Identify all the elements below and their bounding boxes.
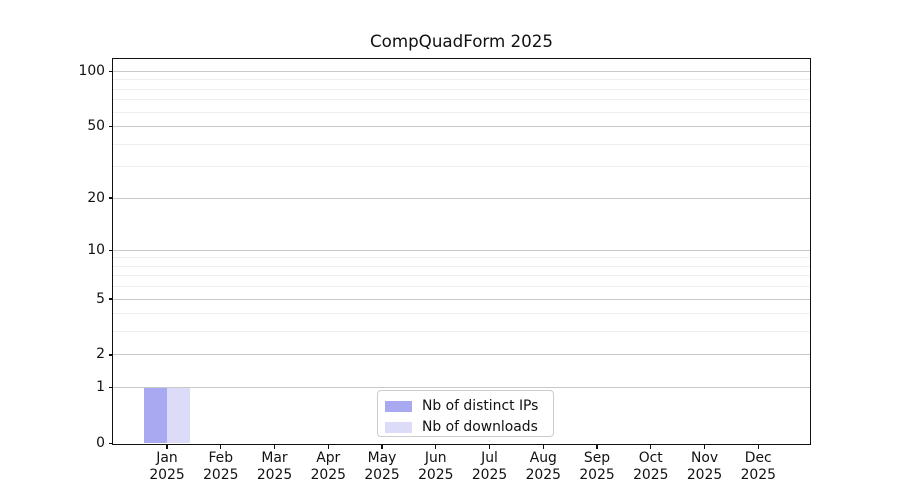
- y-tick-mark-100: [108, 70, 113, 73]
- y-tick-label-5: 5: [96, 290, 105, 307]
- x-tick-text: 2025: [579, 466, 615, 483]
- y-tick-label-0: 0: [96, 435, 105, 451]
- x-tick-label-jul-2025: Jul 2025: [450, 450, 530, 483]
- major-gridline-y-2: [113, 354, 810, 356]
- major-gridline-y-5: [113, 298, 810, 300]
- x-tick-label-jun-2025: Jun 2025: [396, 450, 476, 483]
- minor-gridline-y-9: [113, 257, 810, 259]
- x-tick-text: May: [367, 450, 397, 466]
- x-tick-mark-may-2025: [381, 444, 383, 449]
- y-tick-label-1: 1: [96, 379, 105, 396]
- x-tick-mark-nov-2025: [703, 444, 706, 449]
- minor-gridline-y-90: [113, 79, 810, 81]
- major-gridline-y-1: [113, 387, 810, 389]
- x-tick-label-sep-2025: Sep 2025: [557, 450, 637, 483]
- minor-gridline-y-3: [113, 331, 810, 333]
- y-tick-mark-10: [108, 249, 113, 251]
- x-tick-text: 2025: [310, 466, 346, 483]
- y-tick-label-100: 100: [78, 63, 105, 80]
- x-tick-text: 2025: [203, 466, 239, 483]
- x-tick-label-oct-2025: Oct 2025: [611, 450, 691, 483]
- minor-gridline-y-70: [113, 99, 810, 101]
- x-tick-text: Sep: [583, 450, 611, 466]
- x-tick-label-apr-2025: Apr 2025: [288, 450, 368, 483]
- minor-gridline-y-8: [113, 265, 810, 267]
- x-tick-mark-dec-2025: [757, 444, 759, 449]
- x-tick-mark-jan-2025: [166, 444, 168, 449]
- y-tick-mark-50: [108, 125, 113, 128]
- x-tick-text: Jan: [156, 450, 178, 466]
- x-tick-mark-sep-2025: [596, 444, 598, 449]
- x-tick-text: 2025: [471, 466, 508, 483]
- x-tick-mark-jul-2025: [488, 444, 491, 449]
- y-tick-mark-20: [108, 197, 113, 199]
- major-gridline-y-50: [113, 126, 810, 128]
- x-tick-mark-jun-2025: [435, 444, 437, 449]
- x-tick-text: 2025: [686, 466, 723, 483]
- minor-gridline-y-7: [113, 275, 810, 277]
- x-tick-mark-aug-2025: [542, 444, 544, 449]
- x-tick-label-aug-2025: Aug 2025: [503, 450, 583, 483]
- x-tick-text: Aug: [529, 450, 557, 466]
- distinct-ips-swatch-icon: [385, 401, 412, 412]
- x-tick-label-may-2025: May 2025: [342, 450, 422, 483]
- legend: Nb of distinct IPs Nb of downloads: [377, 390, 554, 437]
- x-tick-label-mar-2025: Mar 2025: [235, 450, 315, 483]
- x-tick-text: 2025: [418, 466, 454, 483]
- x-tick-text: Mar: [261, 450, 288, 466]
- x-tick-text: Nov: [690, 450, 719, 466]
- x-tick-mark-apr-2025: [327, 444, 329, 449]
- bar-nb-of-downloads-jan-2025: [167, 387, 190, 444]
- x-tick-text: Oct: [638, 450, 663, 466]
- y-tick-mark-0: [108, 442, 113, 445]
- y-tick-label-2: 2: [96, 346, 105, 363]
- minor-gridline-y-60: [113, 111, 810, 113]
- chart-title: CompQuadForm 2025: [369, 31, 554, 51]
- major-gridline-y-20: [113, 197, 810, 199]
- minor-gridline-y-80: [113, 88, 810, 90]
- x-tick-mark-oct-2025: [650, 444, 652, 449]
- downloads-swatch-icon: [385, 422, 412, 433]
- major-gridline-y-100: [113, 71, 810, 73]
- minor-gridline-y-30: [113, 166, 810, 168]
- legend-label-downloads: Nb of downloads: [422, 419, 538, 435]
- x-tick-label-feb-2025: Feb 2025: [181, 450, 261, 483]
- minor-gridline-y-6: [113, 286, 810, 288]
- x-tick-mark-mar-2025: [273, 444, 276, 449]
- x-tick-text: 2025: [364, 466, 400, 483]
- x-tick-text: 2025: [149, 466, 185, 483]
- x-tick-label-dec-2025: Dec 2025: [718, 450, 798, 483]
- x-tick-text: Jul: [481, 450, 498, 466]
- x-tick-text: Jun: [424, 450, 447, 466]
- x-tick-text: 2025: [525, 466, 561, 483]
- legend-label-distinct-ips: Nb of distinct IPs: [422, 398, 539, 414]
- x-tick-mark-feb-2025: [220, 444, 222, 449]
- x-tick-label-nov-2025: Nov 2025: [665, 450, 745, 483]
- x-tick-text: Apr: [316, 450, 341, 466]
- y-tick-mark-5: [108, 298, 113, 300]
- x-tick-label-jan-2025: Jan 2025: [127, 450, 207, 483]
- x-tick-text: 2025: [633, 466, 669, 483]
- legend-item-distinct-ips: Nb of distinct IPs: [378, 396, 553, 417]
- y-tick-label-10: 10: [87, 241, 105, 258]
- x-tick-text: 2025: [256, 466, 293, 483]
- y-tick-label-50: 50: [87, 118, 105, 135]
- y-tick-mark-2: [108, 354, 113, 356]
- bar-nb-of-distinct-ips-jan-2025: [144, 387, 167, 444]
- minor-gridline-y-4: [113, 313, 810, 315]
- major-gridline-y-10: [113, 249, 810, 251]
- y-tick-label-20: 20: [87, 189, 105, 206]
- y-tick-mark-1: [108, 386, 113, 389]
- x-tick-text: Feb: [208, 450, 234, 466]
- minor-gridline-y-40: [113, 143, 810, 145]
- x-tick-text: 2025: [740, 466, 776, 483]
- x-tick-text: Dec: [744, 450, 772, 466]
- legend-item-downloads: Nb of downloads: [378, 417, 553, 438]
